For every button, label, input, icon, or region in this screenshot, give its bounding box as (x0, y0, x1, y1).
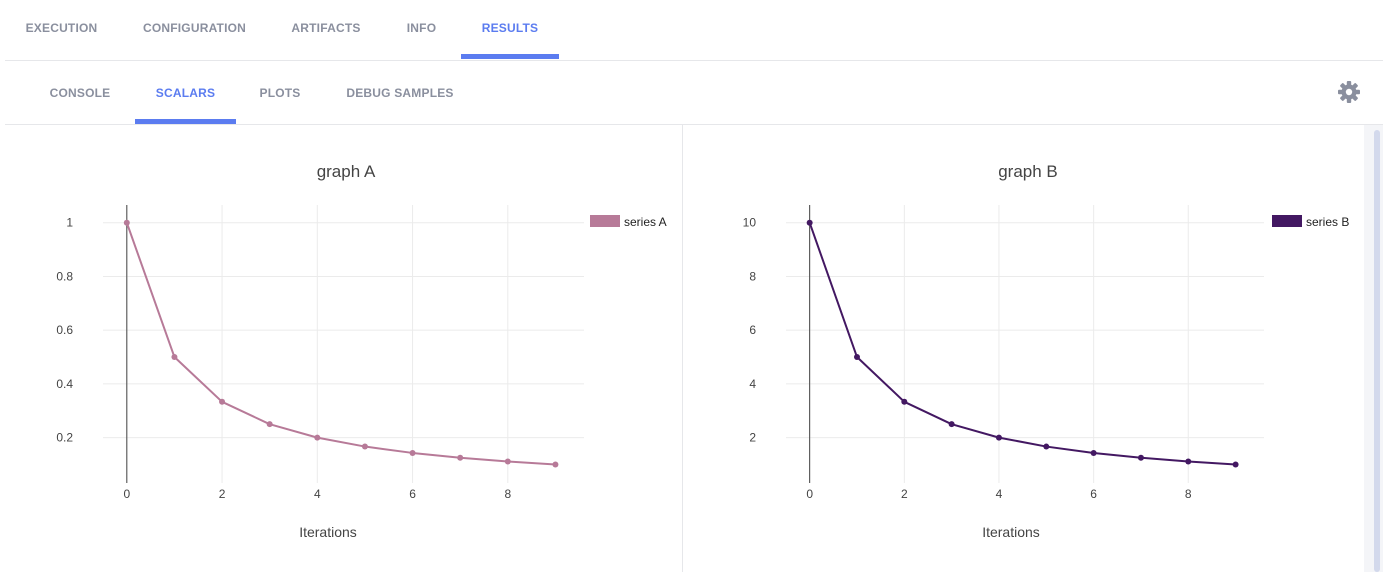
chart-1-data-point (219, 398, 226, 405)
tab-scalars-label: SCALARS (155, 86, 216, 100)
chart-1-xtick-label: 4 (314, 487, 321, 501)
tab-artifacts-label: ARTIFACTS (291, 21, 361, 35)
chart-2-data-point (948, 421, 955, 428)
results-sub-tab-bar: CONSOLE SCALARS PLOTS DEBUG SAMPLES (5, 61, 1383, 125)
chart-2-xtick-label: 0 (806, 487, 813, 501)
tab-execution-label: EXECUTION (25, 21, 98, 35)
tab-console-label: CONSOLE (49, 86, 111, 100)
chart-2-legend-label: series B (1306, 215, 1349, 229)
chart-2-data-point (1137, 454, 1144, 461)
chart-2-ytick-label: 8 (749, 269, 756, 283)
tab-configuration[interactable]: CONFIGURATION (124, 0, 265, 59)
chart-2-ytick-label: 10 (743, 216, 757, 230)
chart-1-xtick-label: 6 (409, 487, 416, 501)
chart-1-ytick-label: 0.8 (56, 269, 73, 283)
tab-execution[interactable]: EXECUTION (5, 0, 118, 59)
chart-1-xtick-label: 8 (504, 487, 511, 501)
chart-1-xtick-label: 0 (123, 487, 130, 501)
chart-graph-b[interactable]: 0 2 4 6 8 2 4 6 8 10 graph B Iterations series B (683, 125, 1364, 572)
chart-1-data-point (314, 434, 321, 441)
chart-2-xlabel: Iterations (982, 524, 1040, 540)
chart-2-xtick-label: 6 (1090, 487, 1097, 501)
chart-1-legend-swatch (590, 215, 620, 227)
chart-2-title: graph B (998, 162, 1058, 181)
chart-2-data-point (995, 434, 1002, 441)
chart-1-title: graph A (317, 162, 376, 181)
chart-1-data-point (504, 458, 511, 465)
tab-configuration-label: CONFIGURATION (142, 21, 247, 35)
tab-console[interactable]: CONSOLE (30, 61, 130, 124)
chart-1-series-line (125, 222, 556, 466)
chart-2-data-point (1090, 449, 1097, 456)
chart-2-xtick-label: 4 (996, 487, 1003, 501)
chart-2-data-point (1185, 458, 1192, 465)
tab-debug-samples[interactable]: DEBUG SAMPLES (330, 61, 470, 124)
chart-1-xtick-label: 2 (219, 487, 226, 501)
chart-1-data-point (266, 421, 273, 428)
tab-info-label: INFO (406, 21, 437, 35)
chart-1-data-point (123, 219, 130, 226)
tab-info[interactable]: INFO (386, 0, 457, 59)
panel-divider (682, 125, 683, 572)
chart-graph-a[interactable]: 0 2 4 6 8 0.2 0.4 0.6 0.8 1 graph A Iterations serie… (5, 125, 682, 572)
chart-2-data-point (853, 354, 860, 361)
chart-1-xlabel: Iterations (299, 524, 357, 540)
chart-2-data-point (1043, 443, 1050, 450)
chart-panel-graph-b: 0 2 4 6 8 2 4 6 8 10 graph B Iterations series B (683, 125, 1364, 572)
gear-icon[interactable] (1337, 80, 1361, 104)
tab-debug-samples-label: DEBUG SAMPLES (346, 86, 454, 100)
tab-plots[interactable]: PLOTS (240, 61, 320, 124)
chart-2-data-point (806, 219, 813, 226)
chart-1-legend-label: series A (624, 215, 667, 229)
chart-2-xtick-label: 2 (901, 487, 908, 501)
chart-2-data-point (901, 398, 908, 405)
chart-1-ytick-label: 1 (66, 216, 73, 230)
chart-panel-graph-a: 0 2 4 6 8 0.2 0.4 0.6 0.8 1 graph A Iterations serie… (5, 125, 682, 572)
chart-1-ytick-label: 0.6 (56, 323, 73, 337)
main-tab-bar: EXECUTION CONFIGURATION ARTIFACTS INFO R… (5, 0, 1383, 61)
chart-1-data-point (361, 443, 368, 450)
chart-1-data-point (409, 449, 416, 456)
tab-artifacts[interactable]: ARTIFACTS (277, 0, 375, 59)
chart-1-data-point (457, 454, 464, 461)
chart-1-data-point (171, 354, 178, 361)
chart-2-ytick-label: 4 (749, 377, 756, 391)
scrollbar-thumb[interactable] (1374, 130, 1380, 572)
chart-1-data-point (552, 461, 559, 468)
chart-2-xtick-label: 8 (1185, 487, 1192, 501)
tab-scalars[interactable]: SCALARS (135, 61, 236, 124)
chart-2-ytick-label: 6 (749, 323, 756, 337)
tab-results[interactable]: RESULTS (461, 0, 559, 59)
chart-2-data-point (1232, 461, 1239, 468)
chart-2-legend-swatch (1272, 215, 1302, 227)
chart-2-ytick-label: 2 (749, 431, 756, 445)
chart-1-ytick-label: 0.4 (56, 377, 73, 391)
chart-1-ytick-label: 0.2 (56, 431, 73, 445)
chart-2-series-line (808, 222, 1236, 466)
tab-results-label: RESULTS (481, 21, 539, 35)
tab-plots-label: PLOTS (259, 86, 301, 100)
